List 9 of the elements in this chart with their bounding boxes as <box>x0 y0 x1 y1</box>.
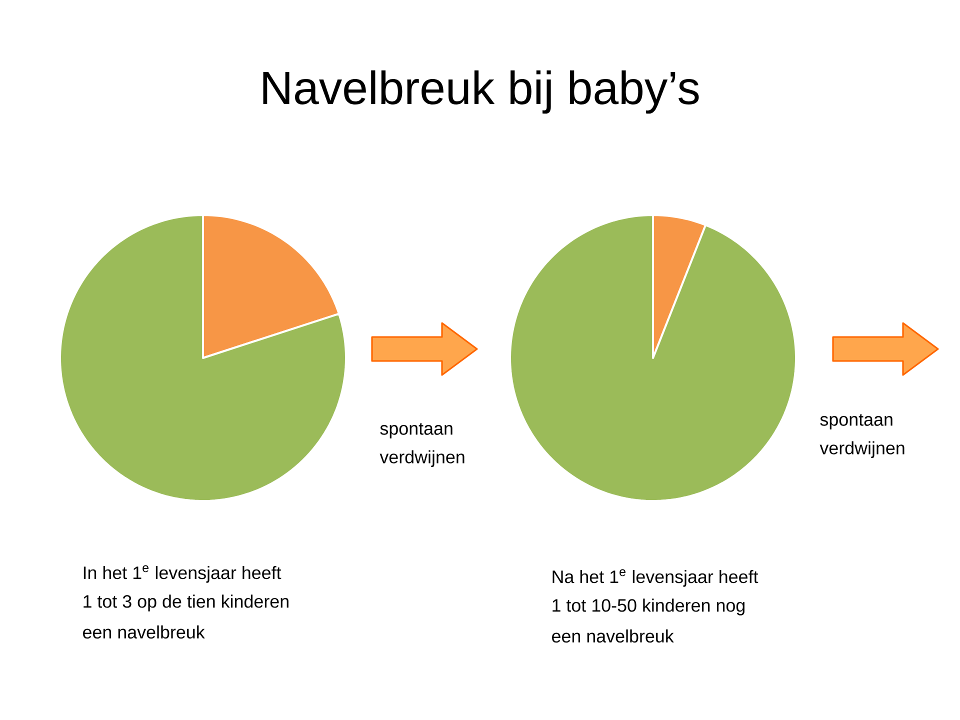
text: spontaan verdwijnen <box>380 423 464 467</box>
text: In het 1$^{e}$ levensjaar heeft <box>84 565 282 583</box>
text: 1 tot 3 op de tien kinderen <box>84 594 288 612</box>
text: Navelbreuk bij baby’s <box>263 70 699 114</box>
text: spontaan verdwijnen <box>820 414 904 458</box>
text: 1 tot 10-50 kinderen nog <box>552 598 744 616</box>
text: een navelbreuk <box>83 625 205 639</box>
text: Na het 1$^{e}$ levensjaar heeft <box>552 569 758 587</box>
text: een navelbreuk <box>552 629 674 643</box>
